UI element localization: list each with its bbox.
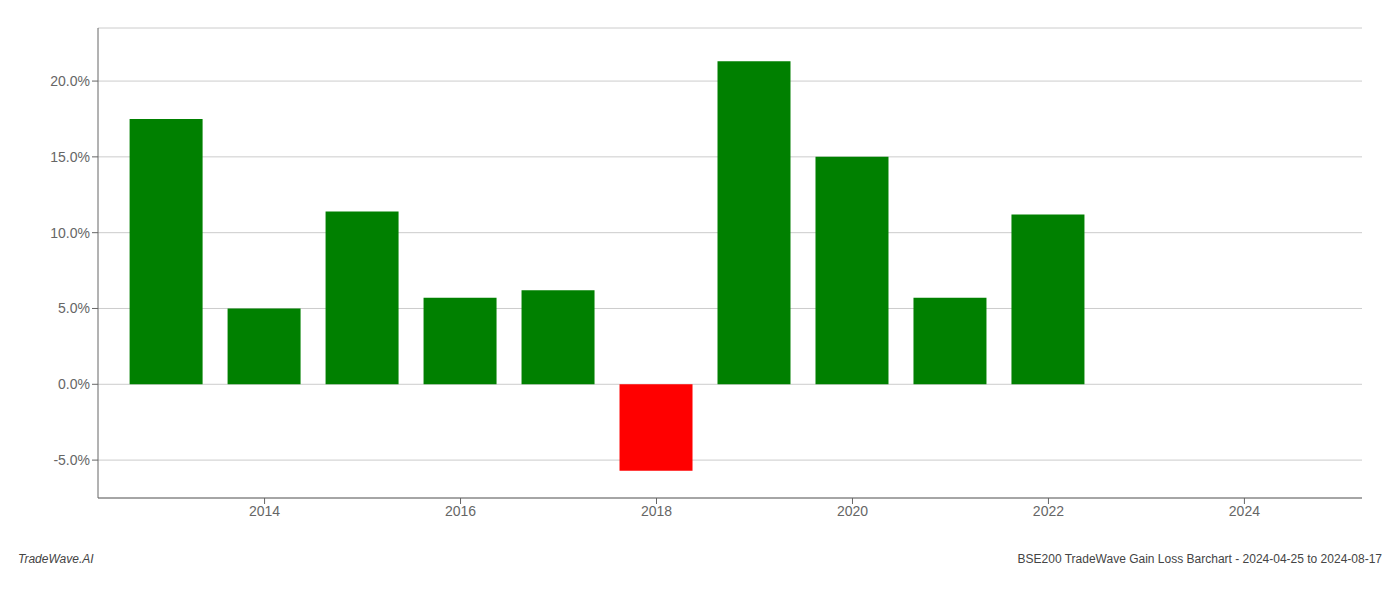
svg-text:10.0%: 10.0% (50, 225, 90, 241)
svg-text:20.0%: 20.0% (50, 73, 90, 89)
svg-text:0.0%: 0.0% (58, 376, 90, 392)
svg-text:5.0%: 5.0% (58, 300, 90, 316)
svg-text:2024: 2024 (1229, 503, 1260, 519)
svg-text:2018: 2018 (641, 503, 672, 519)
svg-text:-5.0%: -5.0% (53, 452, 90, 468)
svg-text:2022: 2022 (1033, 503, 1064, 519)
svg-text:2016: 2016 (445, 503, 476, 519)
svg-text:2020: 2020 (837, 503, 868, 519)
svg-text:2014: 2014 (249, 503, 280, 519)
svg-text:15.0%: 15.0% (50, 149, 90, 165)
html-text:BSE200 TradeWave Gain Loss Bar: BSE200 TradeWave Gain Loss Barchart - 20… (1017, 552, 1382, 566)
html-text:TradeWave.AI: TradeWave.AI (18, 552, 94, 566)
